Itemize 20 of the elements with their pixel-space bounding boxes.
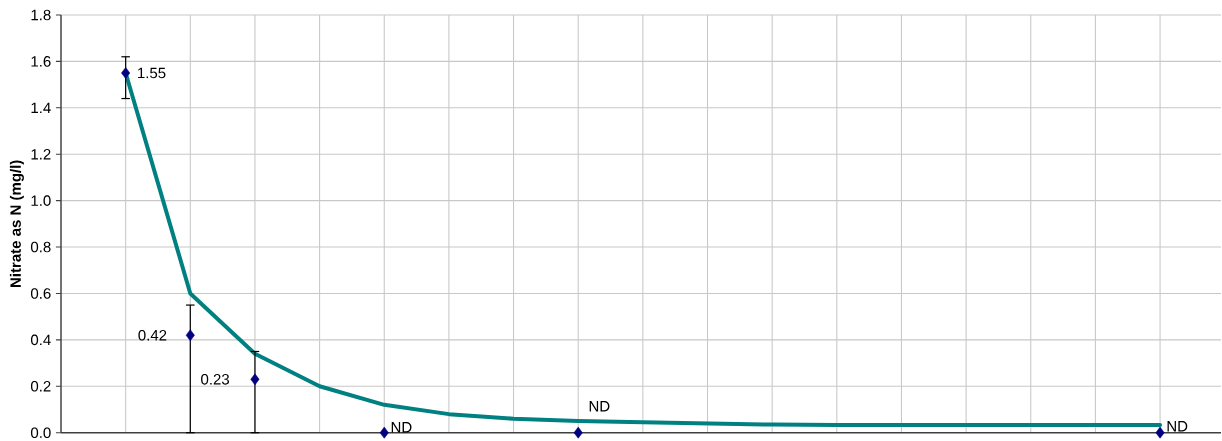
y-tick-label: 1.6 bbox=[31, 56, 51, 67]
data-label: 0.42 bbox=[138, 329, 167, 341]
y-axis-title: Nitrate as N (mg/l) bbox=[9, 160, 24, 288]
point bbox=[121, 67, 131, 79]
y-tick-label: 1.8 bbox=[31, 9, 51, 21]
y-tick-label: 1.2 bbox=[31, 148, 51, 160]
y-tick-label: 0.0 bbox=[30, 427, 51, 439]
y-tick-label: 0.6 bbox=[30, 288, 51, 299]
y-tick-label: 0.2 bbox=[30, 380, 51, 392]
point bbox=[250, 373, 260, 386]
y-tick-label: 0.8 bbox=[30, 241, 51, 253]
y-tick-label: 1.0 bbox=[31, 195, 51, 206]
y-tick-label: 0.4 bbox=[30, 334, 51, 346]
data-label: ND bbox=[1167, 421, 1188, 432]
y-tick-label: 1.4 bbox=[31, 102, 51, 113]
data-label: 1.55 bbox=[138, 67, 166, 79]
data-label: 0.23 bbox=[201, 374, 230, 385]
data-label: ND bbox=[589, 401, 610, 412]
point bbox=[185, 329, 195, 342]
data-label: ND bbox=[391, 422, 412, 433]
